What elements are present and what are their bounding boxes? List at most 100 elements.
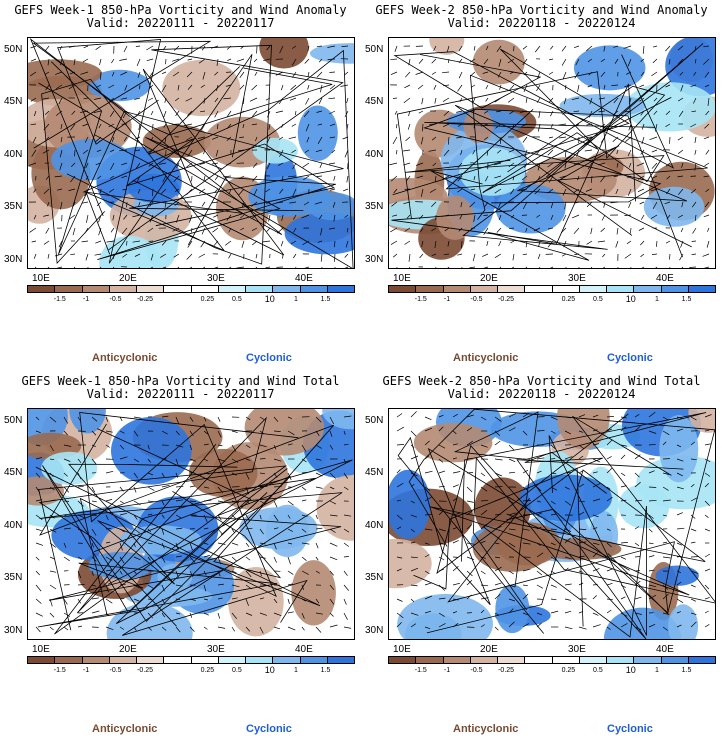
wind-vector	[424, 427, 433, 432]
coastline-border	[126, 66, 335, 227]
wind-vector	[648, 514, 654, 519]
wind-vector	[124, 84, 128, 91]
wind-vector	[49, 458, 55, 461]
wind-vector	[653, 110, 658, 115]
wind-vector	[109, 110, 115, 117]
wind-vector	[639, 201, 645, 205]
wind-vector	[135, 45, 141, 47]
wind-vector	[334, 253, 336, 262]
wind-vector	[480, 472, 486, 477]
wind-vector	[185, 136, 193, 141]
wind-vector	[91, 458, 97, 465]
wind-vector	[564, 610, 572, 614]
wind-vector	[472, 97, 476, 103]
wind-vector	[424, 542, 430, 545]
wind-vector	[578, 470, 584, 474]
wind-vector	[30, 71, 37, 77]
wind-vector	[693, 97, 697, 104]
wind-vector	[470, 71, 476, 77]
wind-vector	[390, 71, 398, 76]
wind-vector	[662, 416, 670, 421]
wind-vector	[119, 556, 125, 564]
wind-vector	[162, 45, 167, 51]
wind-vector	[628, 162, 632, 168]
wind-vector	[119, 456, 128, 460]
wind-vector	[161, 415, 169, 418]
wind-vector	[189, 485, 196, 488]
wind-vector	[620, 472, 626, 476]
wind-vector	[703, 45, 710, 48]
wind-vector	[472, 253, 476, 262]
wind-vector	[293, 253, 297, 259]
wind-vector	[123, 136, 128, 142]
wind-vector	[452, 484, 459, 488]
wind-vector	[203, 486, 210, 489]
wind-vector	[704, 84, 710, 88]
wind-vector	[175, 188, 180, 192]
wind-vector	[655, 266, 658, 268]
colorbar-tick-label: 1.5	[320, 296, 331, 303]
wind-vector	[536, 149, 541, 155]
wind-vector	[537, 253, 541, 260]
wind-vector	[452, 443, 458, 446]
wind-vector	[202, 71, 206, 80]
wind-vector	[342, 136, 349, 140]
wind-vector	[175, 499, 184, 502]
wind-vector	[536, 552, 544, 558]
wind-vector	[691, 110, 697, 113]
wind-vector	[105, 499, 113, 502]
wind-vector	[135, 136, 141, 140]
wind-vector	[393, 188, 398, 194]
wind-vector	[652, 201, 658, 209]
wind-vector	[343, 598, 347, 605]
wind-vector	[509, 84, 515, 91]
wind-vector	[438, 597, 446, 600]
latitude-label: 45N	[365, 467, 384, 478]
wind-vector	[634, 454, 641, 460]
wind-vector	[164, 201, 167, 208]
wind-vector	[648, 443, 656, 446]
wind-vector	[291, 58, 297, 66]
colorbar-segment	[218, 657, 246, 663]
wind-vector	[161, 472, 165, 478]
wind-vector	[573, 110, 580, 113]
wind-vector	[598, 97, 606, 100]
wind-vector	[648, 569, 655, 572]
wind-vector	[315, 542, 319, 549]
wind-vector	[614, 58, 619, 64]
wind-vector	[279, 45, 284, 54]
wind-vector	[253, 58, 258, 63]
wind-vector	[577, 84, 580, 92]
colorbar-tick-label: -0.5	[109, 667, 122, 674]
wind-vector	[396, 514, 403, 520]
wind-vector	[96, 201, 102, 207]
wind-vector	[480, 597, 489, 600]
wind-vector	[328, 162, 336, 165]
wind-vector	[175, 527, 183, 530]
wind-vector	[91, 486, 96, 493]
colorbar-tick-label: 1	[655, 667, 659, 674]
colorbar-segment	[416, 286, 444, 292]
coastline-border	[472, 415, 715, 611]
wind-vector	[409, 266, 411, 268]
wind-vector	[522, 253, 528, 256]
wind-vector	[650, 214, 658, 219]
wind-vector	[189, 570, 194, 577]
wind-vector	[82, 149, 89, 154]
wind-vector	[693, 71, 697, 76]
wind-vector	[343, 556, 349, 558]
wind-vector	[410, 455, 419, 460]
wind-vector	[259, 500, 266, 505]
wind-vector	[133, 626, 137, 631]
wind-vector	[273, 472, 278, 478]
wind-vector	[424, 440, 430, 446]
wind-vector	[653, 45, 658, 48]
wind-vector	[146, 149, 154, 154]
map-panel: GEFS Week-2 850-hPa Vorticity and Wind A…	[361, 0, 722, 371]
cyclonic-vorticity-area	[297, 105, 338, 161]
wind-vector	[536, 570, 543, 576]
wind-vector	[408, 58, 411, 66]
wind-vector	[620, 556, 627, 560]
wind-vector	[396, 469, 401, 474]
wind-vector	[392, 136, 398, 145]
